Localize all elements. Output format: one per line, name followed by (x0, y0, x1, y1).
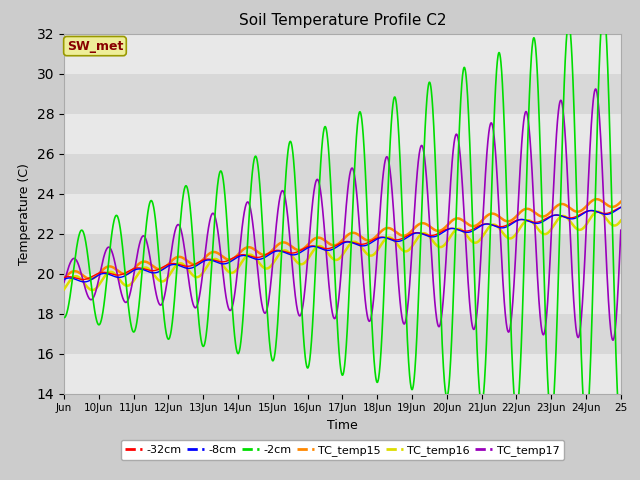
Bar (64, 313, 621, 354)
Bar (64, 274, 621, 313)
Bar (64, 354, 621, 394)
Bar (64, 154, 621, 193)
Title: Soil Temperature Profile C2: Soil Temperature Profile C2 (239, 13, 446, 28)
Y-axis label: Temperature (C): Temperature (C) (18, 163, 31, 264)
X-axis label: Time: Time (327, 419, 358, 432)
Bar (64, 114, 621, 154)
Text: SW_met: SW_met (67, 39, 123, 53)
Bar (64, 73, 621, 114)
Bar (64, 193, 621, 234)
Bar (64, 34, 621, 73)
Bar (64, 234, 621, 274)
Legend: -32cm, -8cm, -2cm, TC_temp15, TC_temp16, TC_temp17: -32cm, -8cm, -2cm, TC_temp15, TC_temp16,… (121, 440, 564, 460)
